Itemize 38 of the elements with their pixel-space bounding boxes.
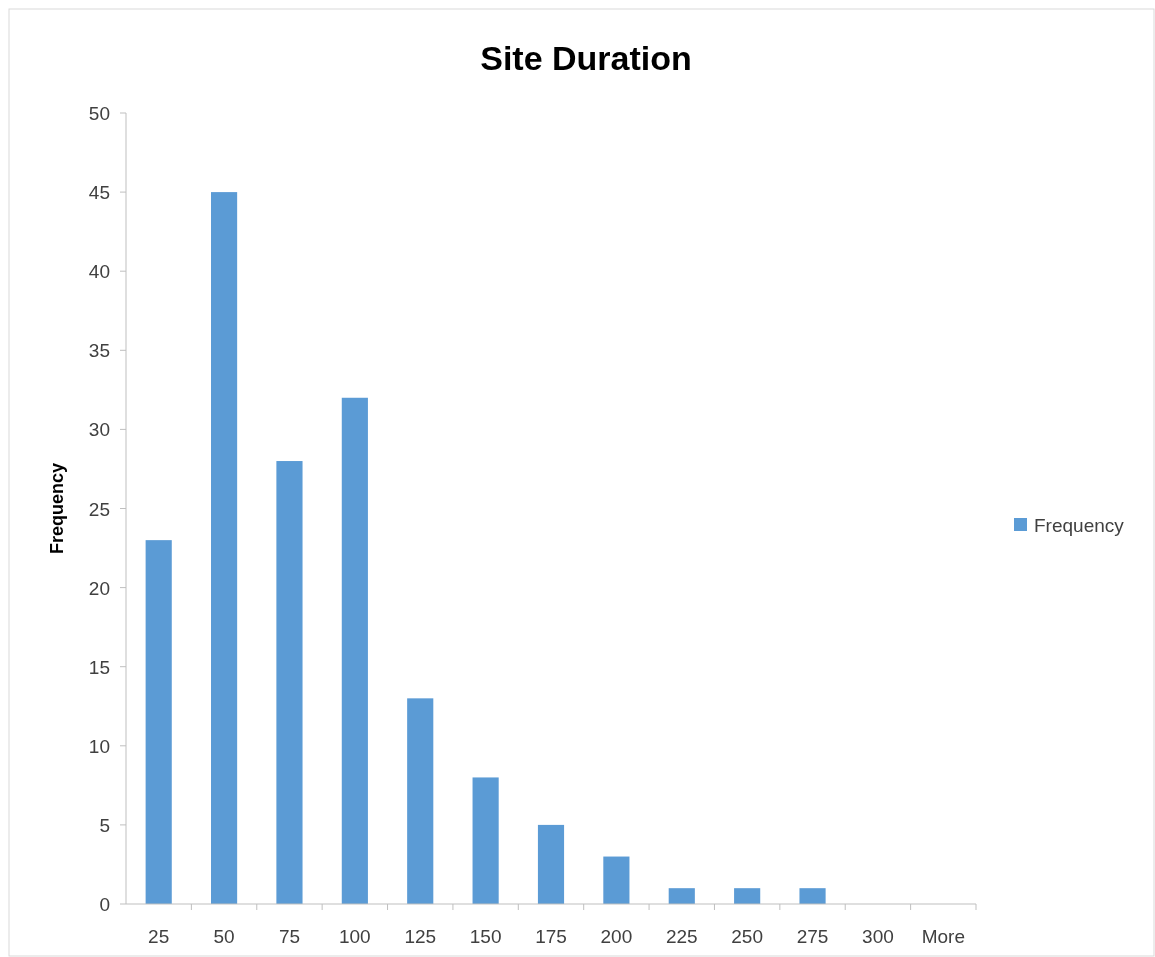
y-tick-label: 25	[88, 498, 110, 520]
bar	[276, 461, 303, 904]
x-tick-label: 300	[862, 926, 894, 947]
x-tick-label: 250	[731, 926, 764, 947]
bar	[734, 888, 761, 904]
chart-title: Site Duration	[480, 39, 692, 77]
legend-label: Frequency	[1034, 515, 1125, 536]
bar	[211, 192, 238, 904]
y-tick-label: 45	[88, 182, 110, 204]
x-tick-label: 225	[665, 926, 698, 947]
bar	[799, 888, 826, 904]
bar	[341, 397, 368, 904]
bar	[472, 777, 499, 904]
bar	[537, 824, 565, 904]
y-tick-label: 35	[88, 340, 110, 362]
y-tick-label: 40	[88, 261, 110, 283]
bar	[145, 540, 172, 904]
x-tick-label: 25	[148, 926, 170, 947]
x-tick-label: 150	[469, 926, 502, 947]
bar	[668, 888, 695, 904]
y-tick-label: 5	[99, 814, 110, 836]
y-tick-label: 50	[88, 103, 110, 124]
x-tick-label: 75	[278, 926, 301, 947]
x-tick-label: 125	[404, 926, 437, 947]
x-tick-label: 100	[338, 926, 371, 947]
x-tick-label: 175	[535, 926, 567, 947]
y-axis-title: Frequency	[47, 462, 67, 555]
y-tick-label: 15	[88, 656, 110, 678]
x-tick-label: 50	[213, 926, 235, 947]
x-tick-label: 200	[600, 926, 633, 947]
bar	[603, 856, 630, 904]
x-tick-label: 275	[796, 926, 829, 947]
y-tick-label: 10	[88, 735, 110, 757]
bar	[407, 698, 434, 904]
x-tick-label: More	[921, 926, 965, 947]
y-tick-label: 30	[88, 419, 110, 441]
y-tick-label: 20	[88, 577, 110, 599]
y-tick-label: 0	[99, 894, 110, 915]
